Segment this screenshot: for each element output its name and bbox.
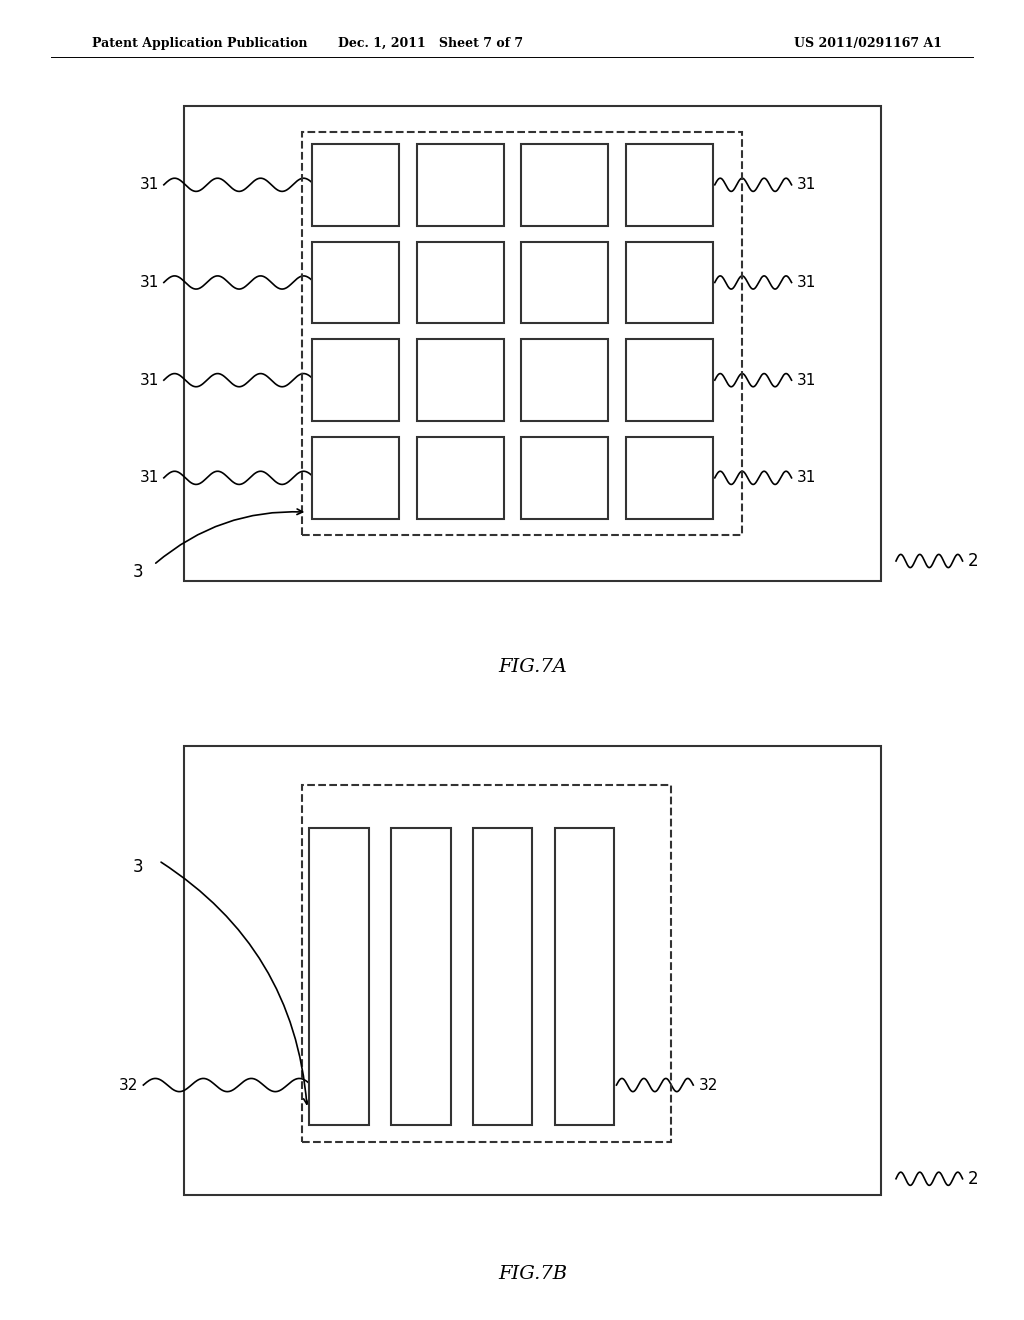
Text: 3: 3 [133,858,143,876]
Bar [626,437,713,519]
Text: 31: 31 [139,275,159,290]
Text: 3: 3 [133,562,143,581]
Bar [312,437,399,519]
Text: 31: 31 [139,372,159,388]
Bar [312,339,399,421]
Bar [626,144,713,226]
Bar [184,746,881,1195]
Bar [312,242,399,323]
Bar [312,144,399,226]
Bar [521,437,608,519]
Text: US 2011/0291167 A1: US 2011/0291167 A1 [794,37,942,50]
Bar [417,339,504,421]
Bar [626,339,713,421]
Bar [626,242,713,323]
Bar [302,132,742,535]
Bar [417,242,504,323]
Bar [417,437,504,519]
Text: FIG.7B: FIG.7B [498,1265,567,1283]
Bar [473,828,532,1125]
Text: FIG.7A: FIG.7A [498,657,567,676]
Text: 31: 31 [139,470,159,486]
Text: Dec. 1, 2011   Sheet 7 of 7: Dec. 1, 2011 Sheet 7 of 7 [338,37,522,50]
Bar [521,339,608,421]
Bar [391,828,451,1125]
Bar [417,144,504,226]
Bar [555,828,614,1125]
Text: 32: 32 [698,1077,718,1093]
Text: 31: 31 [797,275,816,290]
Bar [521,242,608,323]
Text: 2: 2 [968,552,978,570]
Text: 2: 2 [968,1170,978,1188]
Text: 31: 31 [797,177,816,193]
Text: Patent Application Publication: Patent Application Publication [92,37,307,50]
Text: 32: 32 [119,1077,138,1093]
Bar [309,828,369,1125]
Text: 31: 31 [797,470,816,486]
Bar [521,144,608,226]
Bar [302,785,671,1142]
Text: 31: 31 [139,177,159,193]
Text: 31: 31 [797,372,816,388]
Bar [184,106,881,581]
